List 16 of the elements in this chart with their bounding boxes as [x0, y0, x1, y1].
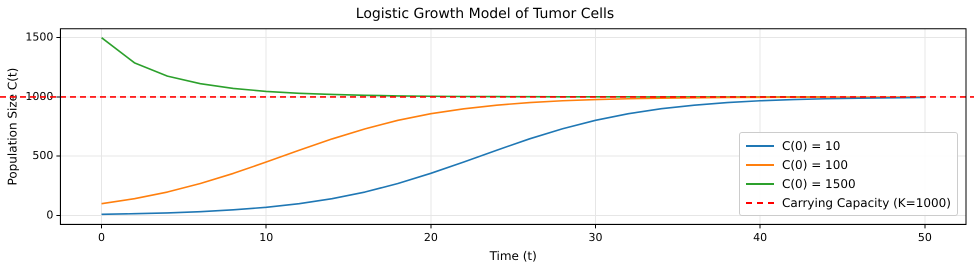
x-tick-label: 0 [98, 230, 106, 244]
legend-label: C(0) = 100 [782, 158, 848, 172]
x-tick-label: 40 [753, 230, 768, 244]
x-tick-label: 20 [424, 230, 438, 244]
legend-label: C(0) = 10 [782, 138, 840, 153]
x-axis-title: Time (t) [488, 248, 537, 263]
y-tick-label: 500 [32, 149, 54, 162]
legend-label: Carrying Capacity (K=1000) [782, 196, 951, 210]
x-tick-label: 50 [918, 230, 932, 244]
x-tick-label: 10 [259, 230, 274, 244]
y-tick-label: 1500 [25, 30, 54, 44]
chart-title: Logistic Growth Model of Tumor Cells [356, 6, 614, 22]
y-axis-title: Population Size C(t) [5, 68, 20, 186]
x-tick-label: 30 [588, 230, 603, 244]
y-tick-label: 0 [46, 208, 54, 222]
legend-label: C(0) = 1500 [782, 176, 856, 191]
